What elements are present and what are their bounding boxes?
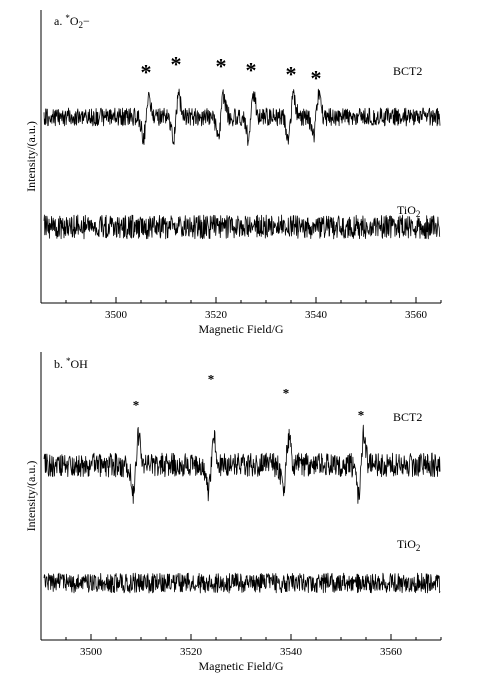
- y-axis-title: Intensity/(a.u.): [24, 461, 38, 532]
- panel-label: b. *OH: [54, 356, 88, 371]
- peak-marker: *: [208, 372, 215, 387]
- x-tick-label: 3540: [280, 646, 303, 658]
- peak-marker: *: [171, 52, 182, 77]
- x-axis-title: Magnetic Field/G: [199, 659, 284, 673]
- series-label-bct2: BCT2: [393, 410, 422, 424]
- trace-bct2: [43, 88, 441, 146]
- peak-marker: *: [286, 62, 297, 87]
- x-tick-label: 3500: [80, 646, 103, 658]
- x-tick-label: 3540: [305, 309, 328, 321]
- x-axis-title: Magnetic Field/G: [199, 322, 284, 336]
- series-label-bct2: BCT2: [393, 64, 422, 78]
- peak-marker: *: [133, 398, 140, 413]
- x-tick-label: 3520: [205, 309, 228, 321]
- series-label-tio2: TiO2: [397, 537, 420, 553]
- trace-tio2: [43, 214, 441, 240]
- peak-marker: *: [246, 58, 257, 83]
- trace-bct2: [43, 424, 441, 504]
- chart-panel-a: 3500 3520 3540 3560 Magnetic Field/G Intensit…: [24, 10, 442, 336]
- panel-label: a. *O2−: [54, 13, 90, 30]
- series-label-tio2: TiO2: [397, 203, 420, 219]
- x-tick-label: 3560: [405, 309, 428, 321]
- peak-marker: *: [216, 54, 227, 79]
- chart-panel-b: 3500 3520 3540 3560 Magnetic Field/G Intensit…: [24, 352, 442, 673]
- x-tick-label: 3560: [380, 646, 403, 658]
- x-tick-label: 3500: [105, 309, 128, 321]
- peak-marker: *: [141, 60, 152, 85]
- peak-marker: *: [283, 386, 290, 401]
- y-axis-title: Intensity/(a.u.): [24, 121, 38, 192]
- x-tick-label: 3520: [180, 646, 203, 658]
- trace-tio2: [43, 572, 441, 594]
- peak-marker: *: [311, 66, 322, 91]
- peak-marker: *: [358, 408, 365, 423]
